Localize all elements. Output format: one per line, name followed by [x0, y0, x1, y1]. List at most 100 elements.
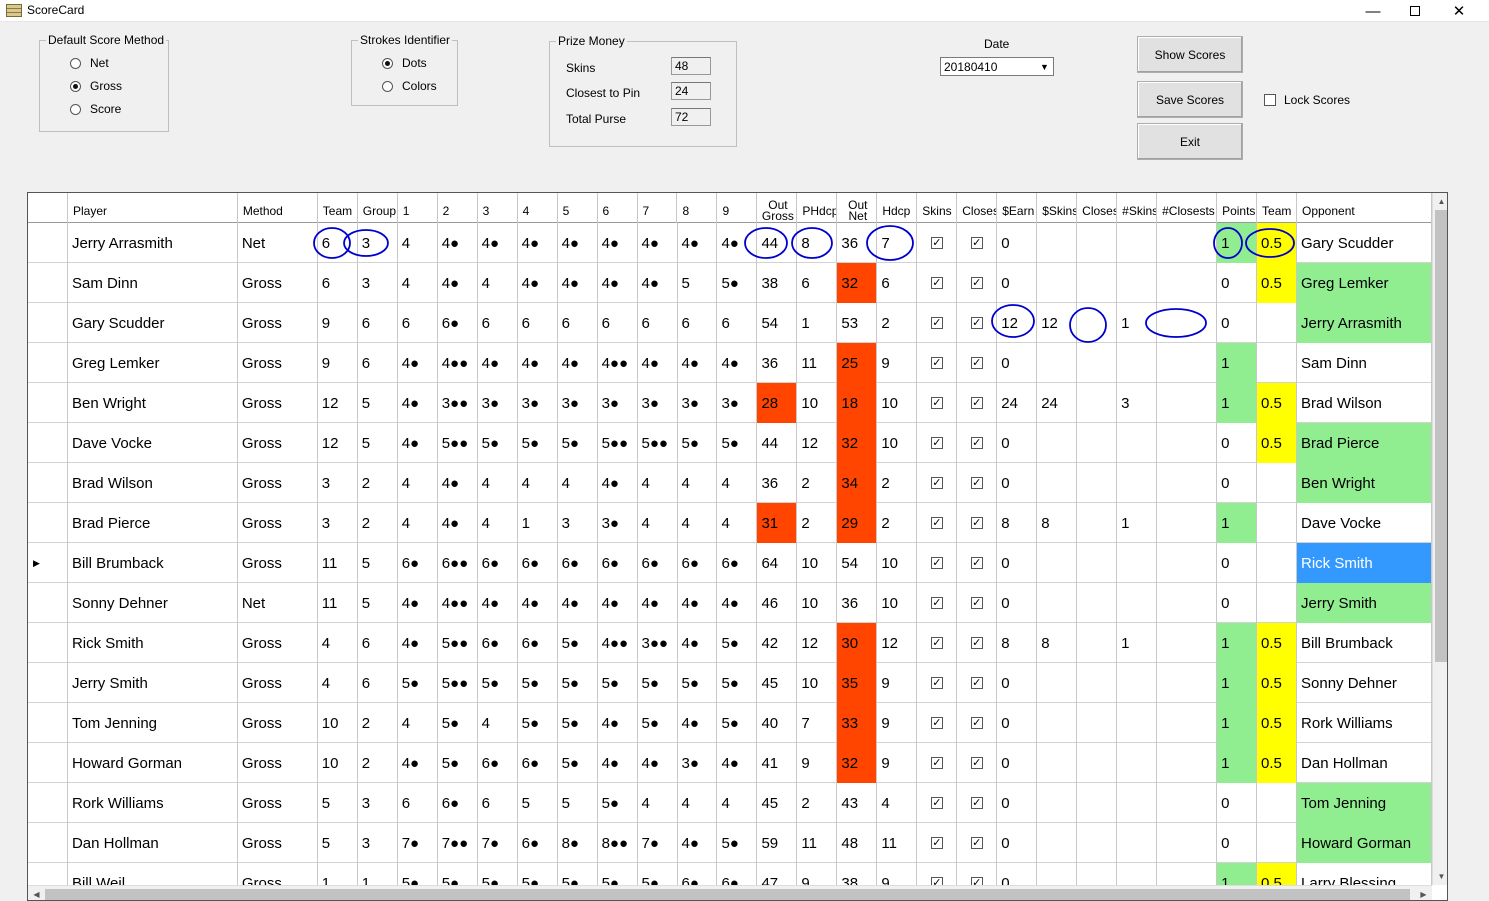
radio-icon[interactable]	[382, 57, 393, 69]
cell-team[interactable]: 9	[318, 343, 358, 383]
cell-h1[interactable]: 4	[398, 503, 438, 543]
column-header-hdcp[interactable]: Hdcp	[877, 193, 918, 223]
cell-h6[interactable]: 4●	[598, 583, 638, 623]
cell-h8[interactable]: 5●	[678, 663, 718, 703]
cell-method[interactable]: Gross	[238, 383, 318, 423]
cell-closest[interactable]	[1077, 743, 1118, 783]
cell-group[interactable]: 3	[358, 263, 398, 303]
cell-h8[interactable]: 4	[678, 463, 718, 503]
cell-nclosests[interactable]	[1157, 423, 1218, 463]
cell-skins[interactable]: ✓	[917, 503, 958, 543]
cell-h6[interactable]: 3●	[598, 383, 638, 423]
cell-teampts[interactable]	[1257, 583, 1298, 623]
cell-sskins[interactable]	[1037, 663, 1078, 703]
cell-nskins[interactable]	[1117, 543, 1158, 583]
cell-opponent[interactable]: Sam Dinn	[1297, 343, 1432, 383]
cell-h9[interactable]: 5●	[717, 703, 758, 743]
cell-phdcp[interactable]: 11	[797, 823, 838, 863]
cell-sskins[interactable]: 8	[1037, 623, 1078, 663]
cell-method[interactable]: Gross	[238, 623, 318, 663]
cell-h5[interactable]: 4●	[558, 263, 598, 303]
column-header-group[interactable]: Group	[358, 193, 398, 223]
cell-outgross[interactable]: 41	[757, 743, 798, 783]
table-row[interactable]: ▶ Bill Brumback Gross 11 5 6● 6●● 6● 6● 6● 6● 6● 6● 6…	[28, 543, 1432, 583]
cell-h9[interactable]: 4●	[717, 743, 758, 783]
cell-group[interactable]: 2	[358, 503, 398, 543]
checkbox-icon[interactable]: ✓	[930, 516, 943, 529]
cell-points[interactable]: 1	[1217, 503, 1258, 543]
cell-h9[interactable]: 5●	[717, 823, 758, 863]
cell-outgross[interactable]: 45	[757, 783, 798, 823]
cell-outgross[interactable]: 59	[757, 823, 798, 863]
cell-opponent[interactable]: Ben Wright	[1297, 463, 1432, 503]
column-header-player[interactable]: Player	[68, 193, 238, 223]
cell-phdcp[interactable]: 7	[797, 703, 838, 743]
save-scores-button[interactable]: Save Scores	[1137, 81, 1243, 118]
row-header[interactable]	[28, 503, 68, 543]
cell-h7[interactable]: 4	[638, 783, 678, 823]
cell-sskins[interactable]: 8	[1037, 503, 1078, 543]
cell-group[interactable]: 2	[358, 743, 398, 783]
cell-outnet[interactable]: 29	[837, 503, 878, 543]
column-header-h7[interactable]: 7	[638, 193, 678, 223]
cell-group[interactable]: 5	[358, 583, 398, 623]
checkbox-icon[interactable]: ✓	[930, 396, 943, 409]
cell-points[interactable]: 1	[1217, 223, 1258, 263]
cell-phdcp[interactable]: 8	[797, 223, 838, 263]
cell-h9[interactable]: 5●	[717, 263, 758, 303]
cell-teampts[interactable]	[1257, 463, 1298, 503]
cell-outnet[interactable]: 48	[837, 823, 878, 863]
cell-player[interactable]: Brad Pierce	[68, 503, 238, 543]
maximize-button[interactable]	[1392, 0, 1438, 22]
cell-phdcp[interactable]: 10	[797, 663, 838, 703]
cell-h6[interactable]: 4●	[598, 463, 638, 503]
cell-opponent[interactable]: Gary Scudder	[1297, 223, 1432, 263]
row-header[interactable]	[28, 783, 68, 823]
cell-group[interactable]: 3	[358, 783, 398, 823]
cell-nclosests[interactable]	[1157, 343, 1218, 383]
row-header[interactable]	[28, 423, 68, 463]
cell-hdcp[interactable]: 10	[877, 423, 918, 463]
cell-closest[interactable]	[1077, 543, 1118, 583]
cell-nskins[interactable]	[1117, 863, 1158, 900]
cell-teampts[interactable]	[1257, 303, 1298, 343]
cell-h4[interactable]: 4●	[518, 583, 558, 623]
cell-method[interactable]: Gross	[238, 303, 318, 343]
cell-player[interactable]: Bill Brumback	[68, 543, 238, 583]
cell-player[interactable]: Greg Lemker	[68, 343, 238, 383]
row-header[interactable]	[28, 703, 68, 743]
cell-h4[interactable]: 5●	[518, 423, 558, 463]
cell-points[interactable]: 0	[1217, 823, 1258, 863]
cell-nclosests[interactable]	[1157, 743, 1218, 783]
cell-points[interactable]: 0	[1217, 783, 1258, 823]
cell-teampts[interactable]	[1257, 503, 1298, 543]
cell-closest[interactable]	[1077, 623, 1118, 663]
cell-earn[interactable]: 0	[997, 583, 1038, 623]
cell-player[interactable]: Howard Gorman	[68, 743, 238, 783]
cell-outgross[interactable]: 28	[757, 383, 798, 423]
cell-h6[interactable]: 4●	[598, 223, 638, 263]
cell-opponent[interactable]: Bill Brumback	[1297, 623, 1432, 663]
cell-phdcp[interactable]: 1	[797, 303, 838, 343]
cell-player[interactable]: Jerry Smith	[68, 663, 238, 703]
cell-skins[interactable]: ✓	[917, 623, 958, 663]
cell-method[interactable]: Gross	[238, 503, 318, 543]
cell-group[interactable]: 3	[358, 823, 398, 863]
row-header[interactable]	[28, 823, 68, 863]
cell-closest[interactable]	[1077, 383, 1118, 423]
checkbox-icon[interactable]: ✓	[970, 796, 983, 809]
cell-h3[interactable]: 4	[478, 263, 518, 303]
cell-group[interactable]: 2	[358, 703, 398, 743]
cell-player[interactable]: Jerry Arrasmith	[68, 223, 238, 263]
cell-h1[interactable]: 4	[398, 223, 438, 263]
cell-h6[interactable]: 5●●	[598, 423, 638, 463]
cell-points[interactable]: 0	[1217, 263, 1258, 303]
cell-skins[interactable]: ✓	[917, 223, 958, 263]
table-row[interactable]: Dan Hollman Gross 5 3 7● 7●● 7● 6● 8● 8●● 7● 4● 5● 59…	[28, 823, 1432, 863]
cell-points[interactable]: 1	[1217, 703, 1258, 743]
cell-player[interactable]: Rick Smith	[68, 623, 238, 663]
checkbox-icon[interactable]: ✓	[930, 436, 943, 449]
close-button[interactable]: ✕	[1452, 3, 1466, 20]
cell-hdcp[interactable]: 9	[877, 663, 918, 703]
checkbox-icon[interactable]: ✓	[970, 556, 983, 569]
